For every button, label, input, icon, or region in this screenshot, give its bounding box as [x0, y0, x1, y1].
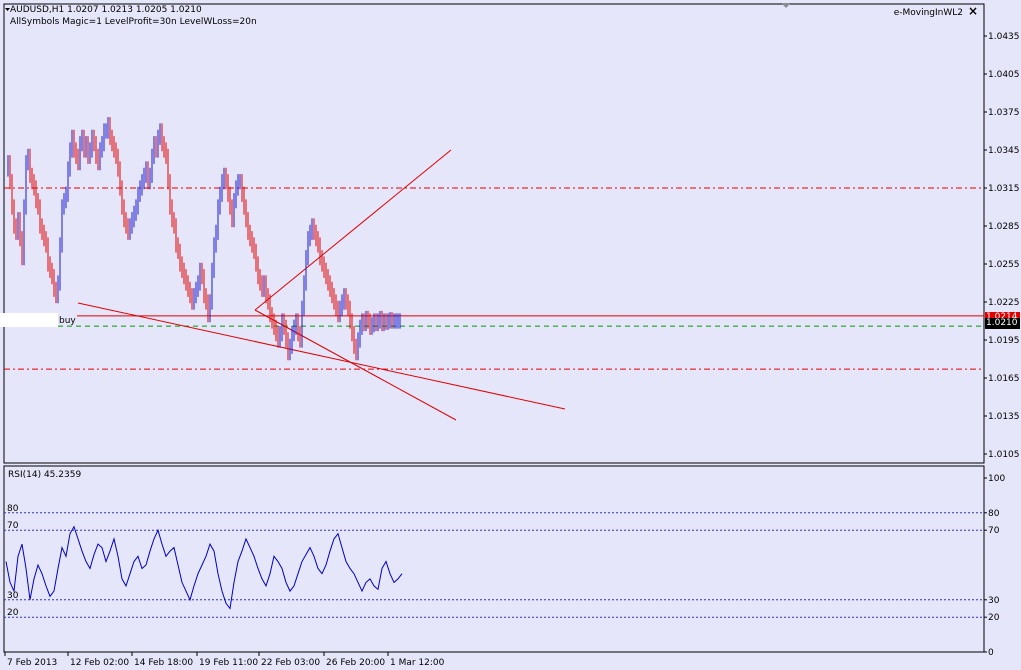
rsi-levels: [4, 513, 984, 617]
time-tick-label: 7 Feb 2013: [7, 658, 57, 668]
symbol-header: AUDUSD,H1 1.0207 1.0213 1.0205 1.0210: [10, 5, 202, 16]
rsi-indicator-label: RSI(14) 45.2359: [8, 470, 81, 481]
window-marker-icon: [781, 3, 791, 8]
price-tick-label: 1.0375: [988, 108, 1020, 118]
expert-params-label: AllSymbols Magic=1 LevelProfit=30n Level…: [10, 17, 257, 28]
buy-order-label[interactable]: buy: [59, 316, 76, 327]
expert-name-label: e-MovingInWL2: [894, 8, 963, 19]
current-price-box: 1.0210: [985, 318, 1020, 329]
price-axis: 1.0435 1.0405 1.0375 1.0345 1.0315 1.0285 1.02…: [984, 32, 1020, 460]
time-tick-label: 22 Feb 03:00: [261, 658, 320, 668]
rsi-tick-label: 80: [988, 509, 1000, 519]
price-tick-label: 1.0255: [988, 260, 1020, 270]
rsi-left-label: 80: [7, 504, 19, 514]
rsi-tick-label: 20: [988, 613, 1000, 623]
price-tick-label: 1.0195: [988, 336, 1020, 346]
trendlines: [78, 150, 565, 420]
close-expert-icon[interactable]: ×: [968, 6, 978, 17]
trendline: [255, 150, 451, 310]
price-tick-label: 1.0285: [988, 222, 1020, 232]
time-tick-label: 1 Mar 12:00: [390, 658, 445, 668]
time-tick-label: 14 Feb 18:00: [134, 658, 193, 668]
price-tick-label: 1.0135: [988, 412, 1020, 422]
price-tick-label: 1.0225: [988, 298, 1020, 308]
rsi-left-label: 20: [7, 608, 19, 618]
rsi-tick-label: 100: [988, 474, 1005, 484]
rsi-tick-label: 70: [988, 526, 1000, 536]
rsi-axis: 100 80 70 30 20 0 80 70 30 20: [7, 474, 1005, 658]
rsi-left-label: 30: [7, 591, 19, 601]
trendline: [78, 303, 565, 409]
main-chart-frame: [4, 4, 984, 652]
time-tick-label: 19 Feb 11:00: [199, 658, 258, 668]
order-label-box: [0, 313, 58, 327]
price-tick-label: 1.0165: [988, 374, 1020, 384]
price-tick-label: 1.0315: [988, 184, 1020, 194]
rsi-left-label: 70: [7, 521, 19, 531]
time-axis: 7 Feb 2013 12 Feb 02:00 14 Feb 18:00 19 Feb…: [5, 652, 445, 668]
rsi-tick-label: 30: [988, 596, 1000, 606]
time-tick-label: 12 Feb 02:00: [70, 658, 129, 668]
rsi-tick-label: 0: [988, 648, 994, 658]
price-tick-label: 1.0345: [988, 146, 1020, 156]
price-tick-label: 1.0105: [988, 450, 1020, 460]
price-levels: [4, 188, 984, 369]
rsi-line: [6, 527, 402, 609]
time-tick-label: 26 Feb 20:00: [326, 658, 385, 668]
price-tick-label: 1.0405: [988, 70, 1020, 80]
price-tick-label: 1.0435: [988, 32, 1020, 42]
